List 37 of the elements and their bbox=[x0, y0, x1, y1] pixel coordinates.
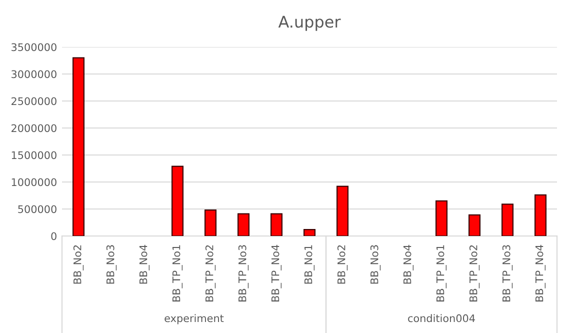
y-tick-label: 1500000 bbox=[12, 151, 56, 160]
y-tick-label: 1000000 bbox=[12, 178, 56, 186]
bar bbox=[204, 210, 216, 236]
bar bbox=[468, 214, 480, 236]
x-tick-label: BB_TP_No1 bbox=[172, 245, 183, 302]
y-tick-label: 0 bbox=[51, 232, 56, 240]
bar bbox=[304, 228, 316, 236]
x-tick-label: BB_TP_No2 bbox=[205, 245, 216, 302]
x-tick-label: BB_No2 bbox=[73, 245, 84, 284]
x-tick-label: BB_TP_No3 bbox=[502, 245, 513, 302]
y-tick-label: 3000000 bbox=[12, 70, 56, 78]
x-tick-label: BB_No3 bbox=[106, 245, 117, 284]
x-tick-label: BB_No4 bbox=[403, 244, 414, 284]
x-tick-label: BB_No3 bbox=[370, 245, 381, 284]
bar bbox=[336, 186, 348, 236]
bar bbox=[534, 194, 546, 236]
x-tick-label: BB_No4 bbox=[139, 244, 150, 284]
chart-title: A.upper bbox=[278, 16, 341, 31]
x-tick-label: BB_TP_No2 bbox=[469, 245, 480, 302]
x-tick-label: BB_TP_No1 bbox=[436, 245, 447, 302]
y-tick-label: 500000 bbox=[18, 205, 56, 214]
bar bbox=[172, 166, 184, 236]
x-tick-label: BB_TP_No4 bbox=[271, 244, 282, 302]
y-tick-label: 2000000 bbox=[12, 124, 56, 132]
x-tick-label: BB_No1 bbox=[304, 245, 315, 284]
x-tick-label: BB_No2 bbox=[337, 245, 348, 284]
text: condition004 bbox=[408, 314, 475, 322]
bar bbox=[436, 200, 448, 236]
text: experiment bbox=[164, 314, 224, 324]
y-tick-label: 2500000 bbox=[12, 97, 56, 106]
bar bbox=[72, 57, 84, 236]
bar bbox=[238, 213, 250, 236]
x-tick-label: BB_TP_No4 bbox=[535, 244, 546, 302]
bar bbox=[270, 213, 282, 236]
y-tick-label: 3500000 bbox=[12, 43, 56, 52]
bar bbox=[502, 204, 514, 236]
x-tick-label: BB_TP_No3 bbox=[238, 245, 249, 302]
